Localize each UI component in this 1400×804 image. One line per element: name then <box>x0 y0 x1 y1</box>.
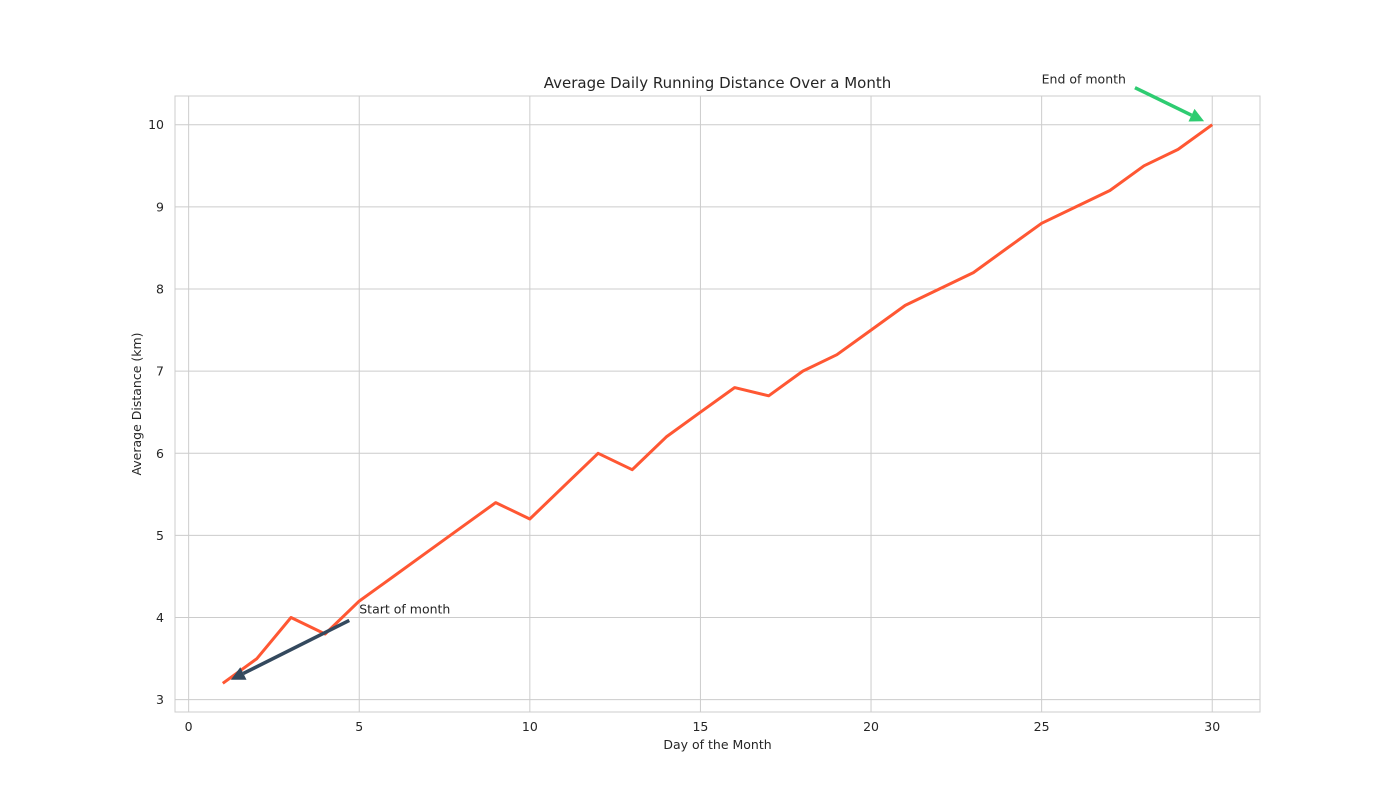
annotations: Start of month End of month <box>230 72 1205 680</box>
x-tick-label: 15 <box>692 719 708 734</box>
y-tick-label: 5 <box>156 528 164 543</box>
annotation-arrow-head <box>1188 108 1205 122</box>
series-line <box>221 123 1214 685</box>
y-tick-label: 9 <box>156 199 164 214</box>
x-axis-label: Day of the Month <box>663 737 771 752</box>
y-tick-label: 10 <box>148 117 164 132</box>
annotation-arrow-head <box>230 667 247 680</box>
chart-title: Average Daily Running Distance Over a Mo… <box>544 74 892 92</box>
x-tick-label: 25 <box>1034 719 1050 734</box>
y-axis-label: Average Distance (km) <box>129 332 144 475</box>
x-tick-label: 20 <box>863 719 879 734</box>
x-tick-label: 30 <box>1204 719 1220 734</box>
tick-labels: 0 5 10 15 20 25 30 3 4 5 6 7 8 9 10 <box>148 117 1220 734</box>
y-tick-label: 4 <box>156 610 164 625</box>
annotation-end-of-month: End of month <box>1042 72 1126 87</box>
y-tick-label: 8 <box>156 282 164 297</box>
y-tick-label: 7 <box>156 364 164 379</box>
x-tick-label: 10 <box>522 719 538 734</box>
annotation-start-of-month: Start of month <box>359 601 450 616</box>
plot-frame <box>174 95 1261 713</box>
x-tick-label: 5 <box>355 719 363 734</box>
plot-background <box>175 96 1260 712</box>
annotation-arrow-shaft <box>1134 86 1193 117</box>
y-tick-label: 3 <box>156 692 164 707</box>
x-tick-label: 0 <box>185 719 193 734</box>
annotation-arrow-shaft <box>242 618 351 676</box>
series-layer <box>221 123 1214 685</box>
y-tick-label: 6 <box>156 446 164 461</box>
